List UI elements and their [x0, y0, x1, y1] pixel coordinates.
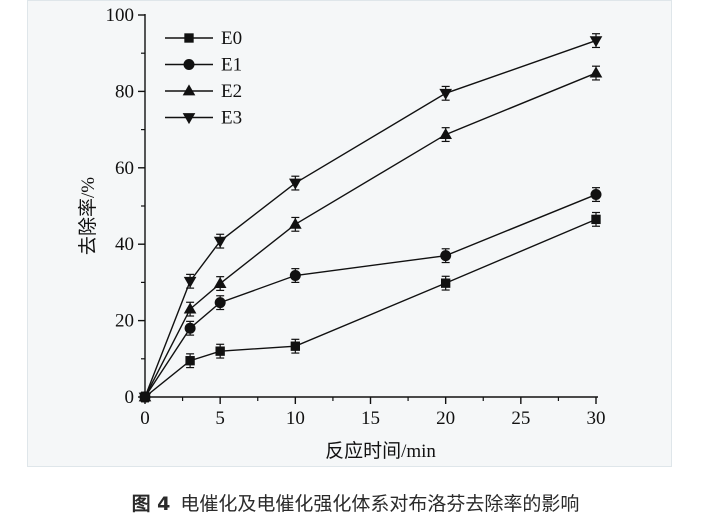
- data-point: [440, 278, 451, 288]
- data-point: [183, 302, 197, 314]
- data-point: [289, 217, 302, 229]
- data-point: [439, 127, 452, 139]
- series-line: [144, 218, 597, 398]
- data-point: [591, 214, 601, 225]
- x-tick-label: 25: [511, 408, 530, 429]
- figure-number: 图 4: [131, 493, 171, 515]
- data-point: [289, 178, 302, 190]
- data-point: [183, 276, 197, 288]
- data-point: [213, 276, 227, 288]
- legend-marker: [182, 113, 196, 125]
- data-point: [214, 297, 226, 309]
- y-tick-label: 0: [125, 387, 135, 408]
- data-point: [215, 346, 225, 356]
- data-point: [589, 66, 603, 78]
- data-point: [184, 322, 196, 334]
- y-tick-label: 60: [115, 158, 134, 179]
- y-tick-label: 40: [115, 234, 134, 255]
- series-line: [144, 193, 597, 398]
- legend-label: E3: [221, 108, 242, 129]
- legend-marker: [183, 59, 195, 70]
- series-e1: [139, 187, 602, 403]
- legend-label: E1: [221, 55, 242, 76]
- data-point: [439, 88, 452, 100]
- x-axis-label: 反应时间/min: [325, 440, 436, 462]
- data-point: [185, 356, 195, 366]
- y-axis-label: 去除率/%: [77, 177, 99, 255]
- series-e0: [140, 211, 601, 403]
- data-point: [289, 270, 301, 282]
- data-point: [138, 392, 152, 404]
- x-tick-label: 20: [436, 408, 455, 429]
- legend-item-e1: E1: [165, 55, 242, 76]
- legend-item-e3: E3: [165, 108, 242, 129]
- legend-marker: [182, 84, 196, 96]
- data-point: [213, 236, 227, 248]
- legend-label: E2: [221, 81, 242, 102]
- x-tick-label: 0: [140, 408, 150, 429]
- x-tick-label: 5: [215, 408, 225, 429]
- x-tick-label: 30: [587, 408, 606, 429]
- legend: E0 E1 E2 E3: [165, 28, 242, 129]
- data-point: [440, 250, 452, 262]
- series-e2: [138, 65, 603, 403]
- legend-item-e2: E2: [165, 81, 242, 102]
- y-tick-label: 100: [106, 5, 135, 26]
- figure-caption-text: 电催化及电催化强化体系对布洛芬去除率的影响: [180, 493, 580, 515]
- y-tick-label: 80: [115, 81, 134, 102]
- legend-item-e0: E0: [165, 28, 242, 49]
- series-e3: [138, 33, 603, 404]
- chart-panel: [27, 0, 672, 467]
- data-point: [590, 189, 602, 201]
- y-tick-label: 20: [115, 311, 134, 332]
- figure-caption: 图 4 电催化及电催化强化体系对布洛芬去除率的影响: [0, 489, 711, 516]
- line-chart: 0 20 40 60 80 100 0 5 10 15 20 25 30 E0 E1 E2 E3 反应时间/m…: [77, 5, 606, 462]
- legend-label: E0: [221, 28, 242, 49]
- series-layer: [138, 33, 603, 404]
- series-line: [144, 72, 597, 398]
- data-point: [589, 36, 603, 48]
- x-tick-label: 10: [286, 408, 305, 429]
- data-point: [290, 341, 301, 351]
- legend-marker: [184, 33, 194, 43]
- axes: 0 20 40 60 80 100 0 5 10 15 20 25 30: [106, 5, 606, 429]
- x-tick-label: 15: [361, 408, 380, 429]
- series-line: [144, 39, 597, 398]
